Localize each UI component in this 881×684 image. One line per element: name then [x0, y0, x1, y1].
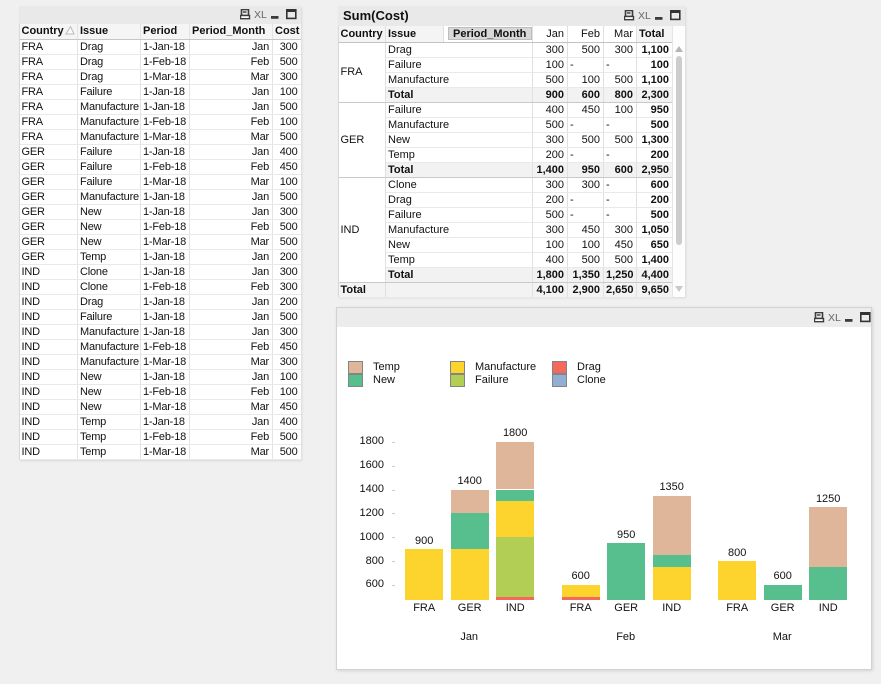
svg-text:XL: XL: [254, 9, 267, 20]
svg-text:XL: XL: [828, 312, 841, 323]
svg-text:XL: XL: [638, 10, 651, 21]
